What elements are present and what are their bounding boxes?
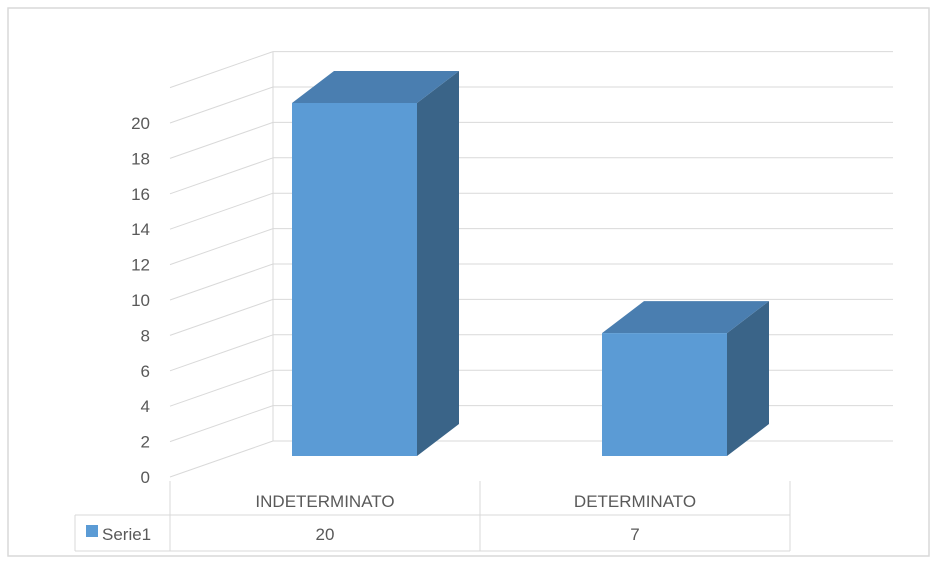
bar-front [292, 103, 417, 456]
y-tick-label: 12 [131, 256, 150, 275]
y-tick-label: 16 [131, 185, 150, 204]
y-tick-label: 4 [141, 397, 150, 416]
gridline-wall [169, 440, 274, 478]
bar-side [727, 301, 769, 456]
y-axis: 0 2 4 6 8 10 12 14 16 18 20 [131, 114, 150, 487]
gridline-wall [169, 157, 274, 195]
gridline-wall [169, 263, 274, 301]
y-tick-label: 6 [141, 362, 150, 381]
legend-swatch [86, 525, 98, 537]
gridline-wall [169, 51, 274, 89]
chart-border [7, 7, 930, 557]
gridline-wall [169, 369, 274, 407]
x-tick-label: INDETERMINATO [255, 492, 394, 511]
data-table: INDETERMINATO 20 DETERMINATO 7 Serie1 [74, 481, 791, 552]
bar-indeterminato [292, 71, 459, 456]
gridline-wall [169, 334, 274, 372]
data-table-value: 20 [316, 525, 335, 544]
y-tick-label: 2 [141, 433, 150, 452]
gridline-wall [169, 228, 274, 266]
bar-front [602, 333, 727, 456]
bar-top [602, 301, 769, 334]
bar-determinato [602, 301, 769, 456]
gridline-wall [169, 405, 274, 443]
gridline-wall [169, 121, 274, 159]
data-table-value: 7 [630, 525, 639, 544]
gridline-wall [169, 86, 274, 124]
x-tick-label: DETERMINATO [574, 492, 696, 511]
y-tick-label: 10 [131, 291, 150, 310]
y-tick-label: 18 [131, 149, 150, 168]
bar-side [417, 71, 459, 456]
y-tick-label: 20 [131, 114, 150, 133]
gridline-wall [169, 298, 274, 336]
bars [292, 71, 769, 456]
gridline-wall [169, 192, 274, 230]
y-tick-label: 8 [141, 326, 150, 345]
legend-series-name: Serie1 [102, 525, 151, 544]
bar-top [292, 71, 459, 103]
y-tick-label: 14 [131, 220, 150, 239]
y-tick-label: 0 [141, 468, 150, 487]
